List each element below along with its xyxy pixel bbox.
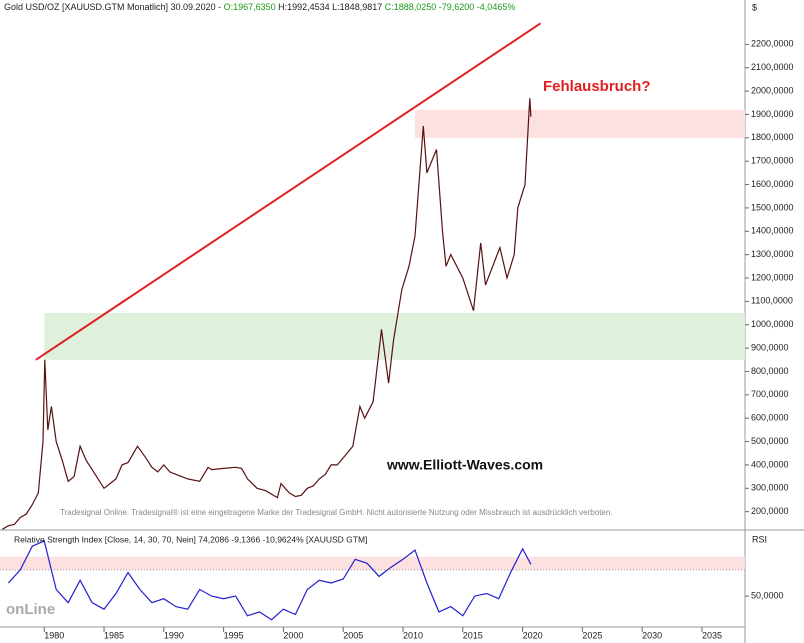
copyright: Tradesignal Online. Tradesignal® ist ein… (60, 508, 613, 517)
y-tick-label: 1700,0000 (751, 156, 794, 166)
header-part: H:1992,4534 L:1848,9817 (276, 2, 385, 12)
y-tick-label: 2000,0000 (751, 85, 794, 95)
annotation: Fehlausbruch? (543, 78, 651, 95)
logo: onLine (6, 601, 55, 618)
y-tick-label: 2100,0000 (751, 62, 794, 72)
header-part: C:1888,0250 -79,6200 -4,0465% (385, 2, 516, 12)
y-tick-label: 1300,0000 (751, 249, 794, 259)
y-tick-label: 500,0000 (751, 436, 789, 446)
y-tick-label: 400,0000 (751, 459, 789, 469)
rsi-title: Relative Strength Index [Close, 14, 30, … (14, 534, 367, 544)
y-tick-label: 1000,0000 (751, 319, 794, 329)
y-tick-label: 200,0000 (751, 506, 789, 516)
watermark: www.Elliott-Waves.com (386, 457, 543, 473)
y-tick-label: 300,0000 (751, 483, 789, 493)
y-tick-label: 700,0000 (751, 389, 789, 399)
x-tick-label: 1980 (44, 630, 64, 640)
x-tick-label: 2035 (702, 630, 722, 640)
y-tick-label: 1200,0000 (751, 272, 794, 282)
x-tick-label: 1985 (104, 630, 124, 640)
price-line (7, 540, 532, 621)
y-tick-label: 1500,0000 (751, 202, 794, 212)
y-tick-label: 50,0000 (751, 590, 784, 600)
x-tick-label: 1995 (224, 630, 244, 640)
header-part: Gold USD/OZ [XAUUSD.GTM Monatlich] 30.09… (4, 2, 224, 12)
y-tick-label: 900,0000 (751, 342, 789, 352)
x-tick-label: 2020 (523, 630, 543, 640)
price-line (2, 98, 532, 530)
y-tick-label: 1800,0000 (751, 132, 794, 142)
x-tick-label: 2030 (642, 630, 662, 640)
y-tick-label: 2200,0000 (751, 39, 794, 49)
rsi-axis-label: RSI (752, 534, 767, 544)
x-tick-label: 2000 (283, 630, 303, 640)
x-tick-label: 2025 (582, 630, 602, 640)
x-tick-label: 2010 (403, 630, 423, 640)
y-tick-label: 600,0000 (751, 413, 789, 423)
header-part: O:1967,6350 (224, 2, 276, 12)
y-tick-label: 1600,0000 (751, 179, 794, 189)
y-tick-label: 1400,0000 (751, 226, 794, 236)
y-tick-label: 1100,0000 (751, 296, 793, 306)
trendline (35, 22, 542, 361)
chart-header: Gold USD/OZ [XAUUSD.GTM Monatlich] 30.09… (4, 2, 515, 12)
x-tick-label: 1990 (164, 630, 184, 640)
zone (0, 556, 745, 570)
y-tick-label: 1900,0000 (751, 109, 794, 119)
y-tick-label: 800,0000 (751, 366, 789, 376)
currency: $ (752, 2, 757, 12)
x-tick-label: 2015 (463, 630, 483, 640)
zone (414, 109, 745, 138)
x-tick-label: 2005 (343, 630, 363, 640)
